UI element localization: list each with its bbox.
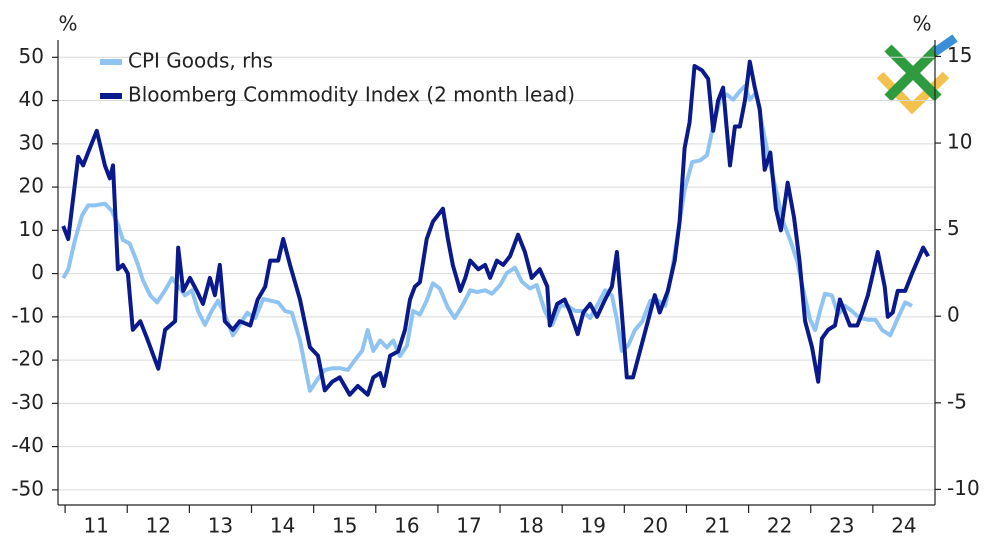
y-tick-label: 40 <box>19 87 44 111</box>
logo <box>876 34 958 115</box>
y-unit: % <box>58 12 77 36</box>
x-tick-label: 21 <box>705 514 730 538</box>
y-tick-label: 30 <box>19 130 44 154</box>
y2-tick-label: 10 <box>947 130 972 154</box>
legend-label: CPI Goods, rhs <box>128 49 273 73</box>
y2-tick-label: -5 <box>947 389 967 413</box>
x-tick-label: 19 <box>581 514 606 538</box>
x-tick-label: 14 <box>270 514 295 538</box>
x-tick-label: 17 <box>456 514 481 538</box>
x-tick-label: 18 <box>518 514 543 538</box>
x-tick-label: 11 <box>83 514 108 538</box>
x-tick-label: 22 <box>767 514 792 538</box>
x-tick-label: 16 <box>394 514 419 538</box>
x-tick-label: 15 <box>332 514 357 538</box>
line-series <box>61 83 913 393</box>
y2-tick-label: 5 <box>947 216 960 240</box>
line-series <box>61 59 930 397</box>
legend-label: Bloomberg Commodity Index (2 month lead) <box>128 83 575 107</box>
y2-tick-label: 15 <box>947 43 972 67</box>
y-tick-label: 0 <box>31 260 44 284</box>
y2-tick-label: -10 <box>947 476 980 500</box>
y-tick-label: -10 <box>11 303 44 327</box>
x-tick-label: 12 <box>146 514 171 538</box>
y-tick-label: -30 <box>11 390 44 414</box>
y-tick-label: 20 <box>19 174 44 198</box>
y-tick-label: -50 <box>11 476 44 500</box>
y-tick-label: 10 <box>19 217 44 241</box>
x-tick-label: 24 <box>891 514 916 538</box>
x-tick-label: 20 <box>643 514 668 538</box>
x-tick-label: 23 <box>829 514 854 538</box>
y-tick-label: 50 <box>19 44 44 68</box>
y2-tick-label: 0 <box>947 303 960 327</box>
y-tick-label: -40 <box>11 433 44 457</box>
y-tick-label: -20 <box>11 347 44 371</box>
y2-unit: % <box>912 12 931 36</box>
grid <box>58 56 935 491</box>
x-tick-label: 13 <box>208 514 233 538</box>
